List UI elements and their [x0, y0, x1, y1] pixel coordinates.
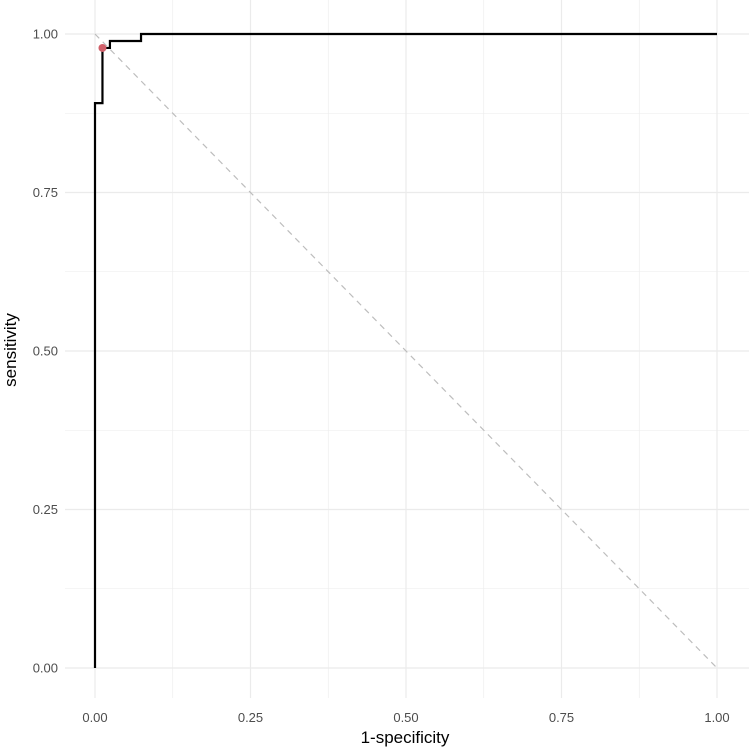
x-tick-label: 1.00	[704, 710, 729, 725]
y-axis-title: sensitivity	[1, 313, 20, 387]
x-tick-label: 0.50	[393, 710, 418, 725]
y-tick-label: 0.75	[33, 185, 58, 200]
y-tick-label: 1.00	[33, 27, 58, 42]
major-gridlines	[65, 0, 749, 698]
optimal-threshold-point	[98, 43, 107, 52]
x-tick-label: 0.00	[82, 710, 107, 725]
x-axis-title: 1-specificity	[361, 728, 450, 747]
y-tick-label: 0.50	[33, 344, 58, 359]
x-tick-label: 0.75	[549, 710, 574, 725]
y-tick-label: 0.00	[33, 661, 58, 676]
y-tick-label: 0.25	[33, 502, 58, 517]
x-tick-labels: 0.00 0.25 0.50 0.75 1.00	[82, 710, 729, 725]
series-layer	[93, 32, 718, 669]
roc-curve-line	[93, 32, 717, 668]
x-tick-label: 0.25	[238, 710, 263, 725]
y-tick-labels: 0.00 0.25 0.50 0.75 1.00	[33, 27, 58, 676]
chance-diagonal-line	[94, 33, 718, 669]
minor-gridlines	[65, 0, 749, 698]
